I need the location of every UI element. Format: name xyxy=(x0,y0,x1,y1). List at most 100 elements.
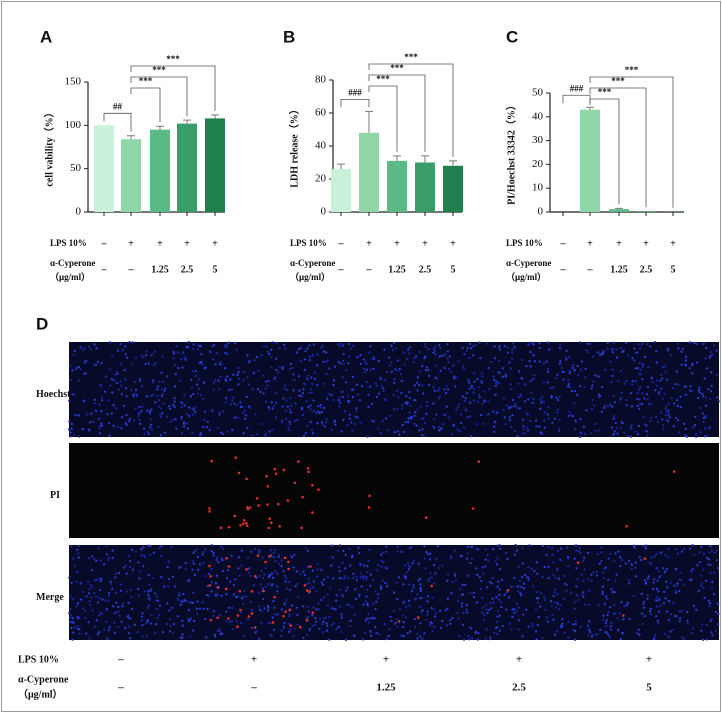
nucleus xyxy=(637,424,641,427)
nucleus xyxy=(362,603,365,606)
nucleus xyxy=(643,423,646,426)
nucleus xyxy=(576,364,579,368)
nucleus xyxy=(110,412,113,415)
nucleus xyxy=(292,389,295,392)
nucleus xyxy=(467,634,470,637)
pi-cell xyxy=(238,589,242,593)
nucleus xyxy=(71,598,74,601)
nucleus xyxy=(192,551,195,554)
nucleus xyxy=(640,612,644,615)
nucleus xyxy=(636,404,639,407)
nucleus xyxy=(710,617,713,621)
nucleus xyxy=(308,391,311,395)
nucleus xyxy=(661,418,664,421)
pi-cell xyxy=(234,456,238,459)
nucleus xyxy=(657,392,660,395)
nucleus xyxy=(78,435,81,438)
nucleus xyxy=(709,564,713,567)
nucleus xyxy=(715,549,719,552)
nucleus xyxy=(432,425,435,428)
nucleus xyxy=(144,353,148,357)
pi-cell xyxy=(209,618,213,622)
nucleus xyxy=(368,617,371,620)
nucleus xyxy=(357,546,360,549)
nucleus xyxy=(633,347,636,350)
nucleus xyxy=(118,614,121,617)
nucleus xyxy=(498,593,501,596)
pi-cell xyxy=(265,475,268,478)
nucleus xyxy=(582,595,585,598)
nucleus xyxy=(396,359,399,362)
nucleus xyxy=(590,579,593,582)
nucleus xyxy=(320,410,323,414)
nucleus xyxy=(407,599,411,602)
nucleus xyxy=(691,627,695,630)
nucleus xyxy=(103,390,107,393)
significance-bracket xyxy=(130,65,216,111)
nucleus xyxy=(486,586,489,589)
nucleus xyxy=(190,378,193,381)
nucleus xyxy=(592,355,595,358)
row-label: Merge xyxy=(36,592,64,603)
nucleus xyxy=(446,357,449,360)
nucleus xyxy=(525,364,528,368)
nucleus xyxy=(79,346,82,349)
nucleus xyxy=(125,572,128,575)
nucleus xyxy=(199,432,202,435)
nucleus xyxy=(352,634,356,637)
significance-label: *** xyxy=(166,54,180,64)
nucleus xyxy=(426,595,429,598)
nucleus xyxy=(698,391,701,394)
nucleus xyxy=(405,403,409,406)
nucleus xyxy=(635,351,639,354)
nucleus xyxy=(475,573,479,576)
pi-cell xyxy=(368,494,371,498)
nucleus xyxy=(647,575,650,578)
nucleus xyxy=(173,397,176,400)
nucleus xyxy=(609,628,613,632)
nucleus xyxy=(173,585,176,588)
pi-cell xyxy=(367,506,371,509)
nucleus xyxy=(149,394,153,398)
nucleus xyxy=(684,434,687,437)
nucleus xyxy=(149,418,152,421)
nucleus xyxy=(258,551,261,554)
nucleus xyxy=(178,591,181,594)
nucleus xyxy=(368,621,371,624)
nucleus xyxy=(202,425,205,429)
nucleus xyxy=(567,564,570,568)
nucleus xyxy=(70,545,73,548)
nucleus xyxy=(565,349,568,352)
nucleus xyxy=(384,581,387,585)
nucleus xyxy=(678,578,681,581)
nucleus xyxy=(519,594,523,597)
nucleus xyxy=(208,350,212,353)
nucleus xyxy=(609,403,612,406)
nucleus xyxy=(232,593,235,596)
nucleus xyxy=(274,376,277,379)
nucleus xyxy=(585,409,588,412)
micrograph xyxy=(68,544,200,641)
nucleus xyxy=(619,556,622,559)
nucleus xyxy=(707,388,710,391)
nucleus xyxy=(543,411,546,414)
nucleus xyxy=(383,379,386,382)
nucleus xyxy=(124,387,128,390)
nucleus xyxy=(198,563,202,566)
nucleus xyxy=(516,434,519,438)
nucleus xyxy=(280,629,283,632)
nucleus xyxy=(617,550,620,553)
nucleus xyxy=(518,407,521,410)
nucleus xyxy=(655,605,658,608)
nucleus xyxy=(435,377,439,380)
nucleus xyxy=(492,410,495,413)
nucleus xyxy=(81,348,85,352)
nucleus xyxy=(302,388,305,391)
nucleus xyxy=(673,402,676,405)
nucleus xyxy=(511,398,515,402)
nucleus xyxy=(547,406,550,409)
nucleus xyxy=(505,403,508,407)
nucleus xyxy=(646,398,649,401)
pi-cell xyxy=(289,624,293,627)
nucleus xyxy=(267,583,270,586)
